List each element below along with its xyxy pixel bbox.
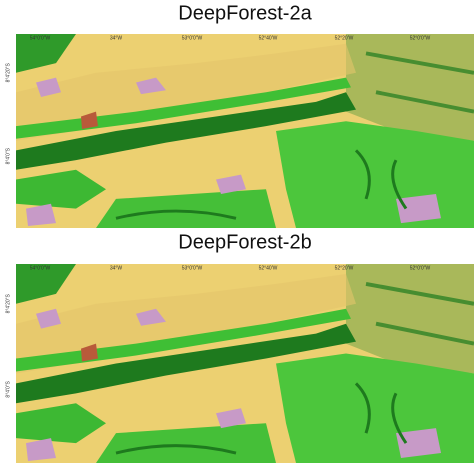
map-panel: DeepForest-2a 54°0'0"W 34°W 53°0'0"W 52°40'… <box>5 2 474 228</box>
map-image <box>16 264 474 463</box>
top-coordinate-label: 54°0'0"W <box>30 35 51 41</box>
top-coordinate-label: 53°0'0"W <box>182 265 203 271</box>
left-coordinate-label: 8°4'20"S <box>5 63 11 83</box>
top-coordinate-label: 52°20'W <box>335 265 354 271</box>
top-coordinate-label: 34°W <box>110 265 123 271</box>
top-coordinate-label: 52°0'0"W <box>410 265 431 271</box>
panel-title: DeepForest-2a <box>178 2 312 24</box>
map-panel: DeepForest-2b 54°0'0"W 34°W 53°0'0"W 52°40'… <box>5 231 474 463</box>
panel-title: DeepForest-2b <box>178 231 311 253</box>
top-coordinate-label: 52°40'W <box>259 265 278 271</box>
top-coordinate-label: 34°W <box>110 35 123 41</box>
top-coordinate-label: 52°0'0"W <box>410 35 431 41</box>
top-coordinate-label: 52°20'W <box>335 35 354 41</box>
map-image <box>16 34 474 228</box>
left-coordinate-label: 8°4'0"S <box>5 381 11 398</box>
top-coordinate-label: 54°0'0"W <box>30 265 51 271</box>
top-coordinate-label: 52°40'W <box>259 35 278 41</box>
left-coordinate-label: 8°4'20"S <box>5 294 11 314</box>
top-coordinate-label: 53°0'0"W <box>182 35 203 41</box>
left-coordinate-label: 8°4'0"S <box>5 147 11 164</box>
